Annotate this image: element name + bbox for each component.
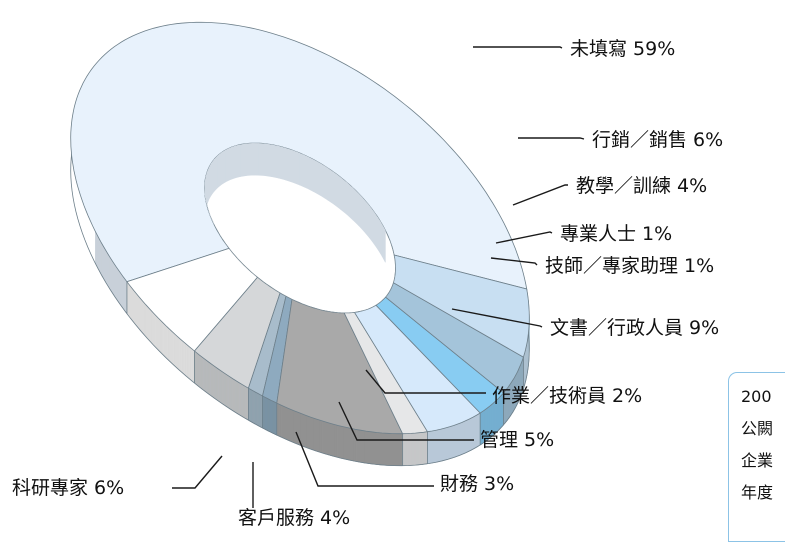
callout-line <box>473 47 562 48</box>
outer-wall-segment <box>290 409 292 442</box>
inner-wall-segment <box>259 143 265 175</box>
outer-wall-segment <box>305 415 307 448</box>
outer-wall-segment <box>356 429 358 461</box>
callout-line <box>518 138 584 139</box>
outer-wall-segment <box>331 424 333 457</box>
inner-wall-segment <box>235 145 240 178</box>
inner-wall-segment <box>341 177 347 214</box>
outer-wall-segment <box>369 432 371 464</box>
inner-wall-segment <box>272 145 279 178</box>
outer-wall-segment <box>283 406 285 439</box>
inner-wall-segment <box>382 224 385 262</box>
outer-wall-segment <box>303 414 305 447</box>
outer-wall-segment <box>314 418 316 451</box>
outer-wall-segment <box>344 427 346 460</box>
outer-wall-segment <box>288 408 290 441</box>
inner-wall-segment <box>327 168 334 205</box>
outer-wall-segment <box>309 417 311 450</box>
slice-label: 科研專家 6% <box>12 477 124 499</box>
slice-label: 客戶服務 4% <box>238 507 350 526</box>
outer-wall-segment <box>320 420 322 453</box>
side-box-line: 公闕 <box>741 413 785 445</box>
inner-wall-segment <box>278 146 285 180</box>
outer-wall-segment <box>365 431 367 463</box>
outer-wall-segment <box>316 419 318 452</box>
inner-wall-segment <box>252 143 258 175</box>
outer-wall-segment <box>311 417 313 450</box>
outer-wall-segment <box>379 433 381 465</box>
outer-wall-segment <box>318 420 320 453</box>
callout-line <box>513 185 568 205</box>
side-box-line: 企業 <box>741 445 785 477</box>
outer-wall-segment <box>360 430 362 462</box>
inner-wall-segment <box>292 150 299 185</box>
inner-wall-segment <box>378 218 382 256</box>
inner-wall-segment <box>221 150 225 185</box>
slice-label: 專業人士 1% <box>560 223 672 245</box>
outer-wall-segment <box>285 407 287 440</box>
slice-label: 行銷／銷售 6% <box>592 129 723 151</box>
donut-chart: 未填寫 59% 行銷／銷售 6% 教學／訓練 4% 專業人士 1% 技師／專家助理 1%… <box>0 0 785 526</box>
outer-wall-segment <box>322 421 324 454</box>
outer-wall-segment <box>324 422 326 455</box>
slice-label: 未填寫 59% <box>570 38 675 60</box>
outer-wall-segment <box>326 422 328 455</box>
side-box-line: 200 <box>741 381 785 413</box>
slice-label: 財務 3% <box>440 473 514 495</box>
inner-wall-segment <box>230 146 235 180</box>
inner-wall-segment <box>211 159 214 195</box>
outer-wall-segment <box>373 432 375 464</box>
outer-wall-segment <box>281 405 283 438</box>
outer-wall-segment <box>337 425 339 458</box>
inner-wall-segment <box>359 194 364 232</box>
inner-wall-segment <box>334 172 341 209</box>
outer-wall-segment <box>292 410 294 443</box>
inner-wall-segment <box>246 143 252 176</box>
inner-wall-segment <box>321 164 328 200</box>
outer-wall-segment <box>307 416 309 449</box>
slice-label: 作業／技術員 2% <box>492 385 642 407</box>
inner-wall-segment <box>364 199 369 237</box>
inner-wall-segment <box>314 160 321 196</box>
slice-label: 技師／專家助理 1% <box>545 255 714 277</box>
side-info-box: 200 公闕 企業 年度 <box>728 372 785 542</box>
inner-wall-segment <box>285 148 292 182</box>
slice-label: 管理 5% <box>480 429 554 451</box>
outer-wall-segment <box>279 404 281 437</box>
outer-wall-segment <box>329 423 331 456</box>
callout-line <box>172 456 222 488</box>
outer-wall-segment <box>348 428 350 461</box>
outer-wall-segment <box>350 428 352 460</box>
inner-wall-segment <box>218 153 222 188</box>
slice-label: 文書／行政人員 9% <box>550 317 719 339</box>
outer-wall-segment <box>358 430 360 462</box>
side-box-line: 年度 <box>741 477 785 509</box>
inner-wall-segment <box>307 156 314 192</box>
slice-label: 教學／訓練 4% <box>576 175 707 197</box>
inner-wall-segment <box>209 163 211 199</box>
inner-wall-segment <box>353 188 359 226</box>
outer-wall-segment <box>341 426 343 459</box>
inner-wall-segment <box>226 148 231 182</box>
outer-wall-segment <box>346 427 348 459</box>
inner-wall-segment <box>369 205 374 243</box>
outer-wall-segment <box>294 411 296 444</box>
outer-wall-segment <box>362 431 364 463</box>
chart-stage: 未填寫 59% 行銷／銷售 6% 教學／訓練 4% 專業人士 1% 技師／專家助理 1%… <box>0 0 785 526</box>
inner-wall-segment <box>300 153 307 188</box>
outer-wall-segment <box>301 413 303 446</box>
inner-wall-segment <box>347 182 353 220</box>
inner-wall-segment <box>265 144 272 177</box>
outer-wall-segment <box>333 424 335 457</box>
inner-wall-segment <box>241 144 247 177</box>
inner-wall-segment <box>214 156 217 192</box>
outer-wall-segment <box>335 425 337 458</box>
outer-wall-segment <box>339 426 341 459</box>
outer-wall-segment <box>296 412 298 445</box>
inner-wall-segment <box>374 212 378 250</box>
